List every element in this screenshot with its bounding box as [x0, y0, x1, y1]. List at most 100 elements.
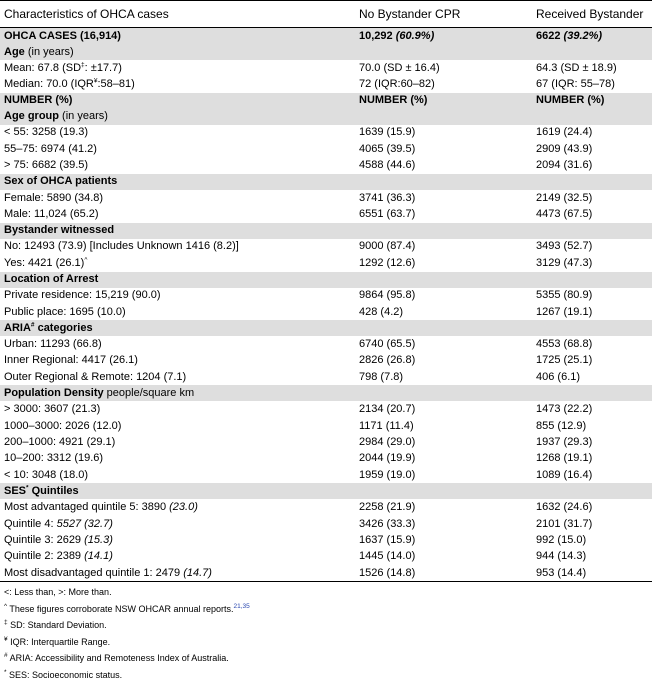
- row-received: 4553 (68.8): [536, 337, 593, 350]
- row-received: 1725 (25.1): [536, 354, 593, 367]
- row-received: 944 (14.3): [536, 550, 587, 563]
- row-no-cpr: 2258 (21.9): [359, 501, 416, 514]
- number-header-row: NUMBER (%) NUMBER (%) NUMBER (%): [0, 92, 652, 109]
- footnote-sd: ‡ SD: Standard Deviation.: [4, 617, 652, 634]
- row-label: Female: 5890 (34.8): [4, 191, 104, 204]
- aria-title: ARIA: [4, 321, 31, 334]
- footnote-marker: *: [4, 668, 7, 676]
- row-no-cpr: 798 (7.8): [359, 370, 404, 383]
- section-age: Age (in years): [0, 44, 652, 60]
- table-row: 55–75: 6974 (41.2) 4065 (39.5) 2909 (43.9): [0, 141, 652, 157]
- ses-label-pct: (14.1): [84, 550, 113, 563]
- row-label: > 3000: 3607 (21.3): [4, 403, 101, 416]
- cases-received-count: 6622: [536, 29, 561, 42]
- number-header-col2: NUMBER (%): [355, 92, 532, 109]
- footnote-nsw-ohcar: ^ These figures corroborate NSW OHCAR an…: [4, 601, 652, 618]
- row-received: 1267 (19.1): [536, 305, 593, 318]
- age-mean-no-cpr: 70.0 (SD ± 16.4): [359, 61, 440, 74]
- table-row: Quintile 2: 2389 (14.1) 1445 (14.0) 944 (1…: [0, 549, 652, 565]
- row-received: 1089 (16.4): [536, 468, 593, 481]
- table-row: Private residence: 15,219 (90.0) 9864 (95…: [0, 288, 652, 304]
- density-title: Population Density: [4, 386, 104, 399]
- section-bystander-witnessed: Bystander witnessed: [0, 222, 652, 239]
- row-no-cpr: 1526 (14.8): [355, 564, 532, 583]
- row-label: Quintile 3: 2629 (15.3): [0, 532, 355, 548]
- row-received: 953 (14.4): [532, 564, 652, 583]
- table-header-row: Characteristics of OHCA cases No Bystand…: [0, 0, 652, 28]
- table-row: No: 12493 (73.9) [Includes Unknown 1416 …: [0, 239, 652, 255]
- row-label: Quintile 4: 5527 (32.7): [0, 516, 355, 532]
- ses-label-pct: 5527 (32.7): [56, 517, 113, 530]
- row-label: 200–1000: 4921 (29.1): [4, 435, 116, 448]
- table-row: > 75: 6682 (39.5) 4588 (44.6) 2094 (31.6): [0, 158, 652, 174]
- row-no-cpr: 1171 (11.4): [359, 419, 414, 432]
- table-row: < 10: 3048 (18.0) 1959 (19.0) 1089 (16.4): [0, 467, 652, 483]
- age-title: Age: [4, 45, 25, 58]
- row-label: Inner Regional: 4417 (26.1): [4, 354, 138, 367]
- row-received: 1632 (24.6): [536, 501, 593, 514]
- age-group-title: Age group: [4, 110, 59, 123]
- ses-label-text: Most advantaged quintile 5: 3890: [4, 501, 170, 514]
- row-label: Private residence: 15,219 (90.0): [4, 289, 161, 302]
- table-row: Mean: 67.8 (SD‡: ±17.7) 70.0 (SD ± 16.4)…: [0, 60, 652, 76]
- row-no-cpr: 2044 (19.9): [359, 452, 416, 465]
- ses-label-pct: (15.3): [84, 533, 113, 546]
- table-footnotes: <: Less than, >: More than. ^ These figu…: [0, 584, 652, 683]
- row-received: 2149 (32.5): [536, 191, 593, 204]
- table-row: 1000–3000: 2026 (12.0) 1171 (11.4) 855 (12…: [0, 418, 652, 434]
- section-witnessed-title: Bystander witnessed: [0, 222, 652, 239]
- row-received: 3129 (47.3): [536, 256, 593, 269]
- ses-label-text: Most disadvantaged quintile 1: 2479: [4, 566, 184, 579]
- row-no-cpr: 1445 (14.0): [359, 550, 416, 563]
- witnessed-yes-text: Yes: 4421 (26.1): [4, 256, 85, 269]
- age-median-value: :58–81): [97, 78, 135, 91]
- row-received: 2094 (31.6): [536, 159, 593, 172]
- row-label: Yes: 4421 (26.1)^: [0, 255, 355, 271]
- row-no-cpr: 2826 (26.8): [359, 354, 416, 367]
- footnote-text: SD: Standard Deviation.: [7, 620, 107, 631]
- row-no-cpr: 1959 (19.0): [359, 468, 416, 481]
- row-received: 4473 (67.5): [536, 208, 593, 221]
- table-row: Quintile 4: 5527 (32.7) 3426 (33.3) 2101 (…: [0, 516, 652, 532]
- row-label: 55–75: 6974 (41.2): [4, 142, 97, 155]
- row-no-cpr: 2134 (20.7): [359, 403, 416, 416]
- section-ses-quintiles: SES* Quintiles: [0, 483, 652, 500]
- caret-footnote-marker: ^: [84, 256, 88, 264]
- row-no-cpr: 6740 (65.5): [359, 337, 416, 350]
- row-received: 5355 (80.9): [536, 289, 593, 302]
- row-label: > 75: 6682 (39.5): [4, 159, 89, 172]
- table-row: Quintile 3: 2629 (15.3) 1637 (15.9) 992 (1…: [0, 532, 652, 548]
- row-no-cpr: 9000 (87.4): [359, 240, 416, 253]
- row-no-cpr: 4588 (44.6): [359, 159, 416, 172]
- ohca-cases-label: OHCA CASES (16,914): [0, 27, 355, 44]
- section-location-title: Location of Arrest: [0, 271, 652, 288]
- section-age-group-title: Age group (in years): [0, 108, 652, 125]
- ses-label-pct: (14.7): [183, 566, 212, 579]
- citation-link[interactable]: 21,35: [233, 602, 250, 610]
- row-label: 1000–3000: 2026 (12.0): [4, 419, 122, 432]
- footnote-marker: ‡: [4, 619, 8, 627]
- section-location: Location of Arrest: [0, 271, 652, 288]
- row-label: Male: 11,024 (65.2): [4, 208, 99, 221]
- section-population-density: Population Density people/square km: [0, 385, 652, 402]
- table-row: Most disadvantaged quintile 1: 2479 (14.…: [0, 564, 652, 583]
- section-aria-title: ARIA# categories: [0, 320, 652, 337]
- table-row: Urban: 11293 (66.8) 6740 (65.5) 4553 (68.8…: [0, 336, 652, 352]
- age-median-text: Median: 70.0 (IQR: [4, 78, 94, 91]
- footnote-iqr: ¥ IQR: Interquartile Range.: [4, 634, 652, 651]
- row-no-cpr: 428 (4.2): [359, 305, 404, 318]
- row-label: No: 12493 (73.9) [Includes Unknown 1416 …: [4, 240, 239, 253]
- table-row: Male: 11,024 (65.2) 6551 (63.7) 4473 (67.5…: [0, 206, 652, 222]
- age-median-label: Median: 70.0 (IQR¥:58–81): [0, 76, 355, 92]
- age-note: (in years): [24, 45, 74, 58]
- footnote-aria: # ARIA: Accessibility and Remoteness Ind…: [4, 650, 652, 667]
- footnote-marker: ^: [4, 602, 8, 610]
- header-characteristics: Characteristics of OHCA cases: [0, 0, 355, 28]
- table-row: Outer Regional & Remote: 1204 (7.1) 798 (…: [0, 369, 652, 385]
- row-no-cpr: 1637 (15.9): [359, 533, 416, 546]
- age-mean-label: Mean: 67.8 (SD‡: ±17.7): [0, 60, 355, 76]
- ses-title-suffix: Quintiles: [28, 484, 79, 497]
- table-row: Inner Regional: 4417 (26.1) 2826 (26.8) 17…: [0, 353, 652, 369]
- footnote-text: These figures corroborate NSW OHCAR annu…: [7, 603, 234, 614]
- iqr-footnote-marker: ¥: [93, 77, 98, 85]
